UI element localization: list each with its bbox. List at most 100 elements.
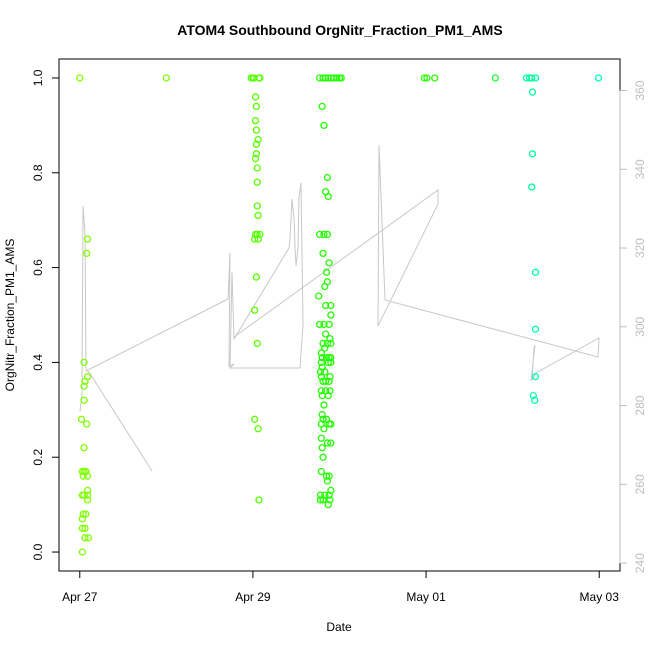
data-point bbox=[324, 74, 332, 82]
data-point bbox=[325, 377, 333, 386]
data-point bbox=[78, 548, 87, 556]
data-point bbox=[319, 339, 327, 348]
data-point bbox=[323, 278, 332, 286]
data-point bbox=[522, 74, 531, 82]
data-point bbox=[80, 358, 88, 367]
data-point bbox=[78, 524, 87, 532]
data-point bbox=[528, 88, 537, 96]
x-tick-label: Apr 29 bbox=[235, 590, 271, 604]
data-point bbox=[531, 325, 540, 333]
data-point bbox=[320, 401, 328, 409]
data-point bbox=[252, 140, 261, 148]
data-point bbox=[423, 74, 431, 82]
data-point bbox=[318, 354, 326, 362]
y-axis-label: OrgNitr_Fraction_PM1_AMS bbox=[3, 239, 17, 392]
data-point bbox=[318, 444, 326, 452]
y-tick-label: 0.4 bbox=[31, 354, 45, 371]
data-point bbox=[253, 164, 261, 172]
data-point bbox=[491, 74, 499, 82]
data-point bbox=[252, 273, 261, 281]
data-point bbox=[326, 387, 334, 395]
data-point bbox=[319, 74, 327, 82]
data-point bbox=[321, 377, 330, 386]
data-point bbox=[323, 173, 332, 182]
data-point bbox=[76, 74, 84, 82]
data-point bbox=[251, 116, 260, 125]
data-point bbox=[83, 420, 91, 428]
data-point bbox=[252, 102, 261, 111]
data-point bbox=[254, 235, 262, 243]
data-point bbox=[431, 74, 439, 82]
data-point bbox=[315, 320, 324, 329]
y-tick-label: 1.0 bbox=[31, 69, 45, 86]
gray-line-series bbox=[79, 144, 600, 472]
data-point bbox=[327, 439, 335, 447]
data-point bbox=[318, 102, 326, 111]
data-point bbox=[324, 500, 332, 509]
data-point bbox=[317, 349, 325, 357]
y-axis: 0.0 0.2 0.4 0.6 0.8 1.0 bbox=[31, 69, 60, 560]
data-point bbox=[82, 510, 90, 518]
y2-tick-label: 240 bbox=[633, 553, 647, 573]
data-point bbox=[251, 415, 259, 423]
data-point bbox=[316, 368, 325, 376]
data-point bbox=[319, 453, 327, 461]
data-point bbox=[251, 154, 260, 163]
data-point bbox=[255, 496, 263, 504]
data-point bbox=[326, 372, 334, 381]
data-point bbox=[254, 425, 262, 433]
data-point bbox=[162, 74, 171, 82]
data-point bbox=[594, 74, 603, 82]
data-point bbox=[317, 434, 325, 442]
data-point bbox=[254, 211, 262, 220]
data-point bbox=[327, 486, 335, 495]
data-point bbox=[528, 74, 536, 82]
data-point bbox=[321, 330, 330, 338]
data-point bbox=[318, 410, 326, 419]
data-point bbox=[82, 467, 90, 476]
data-point bbox=[319, 496, 327, 504]
data-point bbox=[325, 259, 333, 267]
data-point bbox=[321, 74, 330, 82]
y2-tick-label: 340 bbox=[633, 159, 647, 179]
data-point bbox=[81, 524, 89, 532]
data-point bbox=[83, 472, 92, 480]
data-point bbox=[320, 320, 328, 329]
data-point bbox=[317, 358, 325, 367]
data-point bbox=[321, 301, 330, 310]
data-point bbox=[254, 135, 262, 144]
data-point bbox=[253, 202, 261, 210]
data-point bbox=[531, 372, 540, 381]
data-point bbox=[253, 230, 261, 239]
data-point bbox=[531, 396, 539, 404]
data-point bbox=[83, 486, 92, 495]
data-point bbox=[323, 439, 332, 447]
data-point bbox=[531, 74, 540, 82]
y-tick-label: 0.0 bbox=[31, 543, 45, 560]
data-point bbox=[80, 491, 88, 499]
data-point bbox=[253, 178, 261, 186]
y2-tick-label: 260 bbox=[633, 474, 647, 494]
data-point bbox=[315, 292, 323, 300]
data-point bbox=[420, 74, 428, 82]
data-point bbox=[252, 126, 261, 134]
x-tick-label: May 03 bbox=[580, 590, 620, 604]
y2-tick-label: 300 bbox=[633, 316, 647, 336]
data-point bbox=[253, 339, 261, 348]
data-point bbox=[315, 230, 324, 239]
data-point bbox=[251, 306, 259, 314]
data-point bbox=[326, 496, 334, 504]
data-point bbox=[325, 472, 333, 480]
data-point bbox=[81, 534, 89, 542]
data-point bbox=[322, 472, 331, 480]
data-point bbox=[77, 415, 86, 423]
data-point bbox=[78, 515, 87, 523]
right-axis: 240 260 280 300 320 340 360 bbox=[619, 80, 647, 573]
data-point bbox=[256, 74, 264, 82]
data-point bbox=[327, 339, 335, 348]
y2-tick-label: 360 bbox=[633, 80, 647, 100]
data-point bbox=[80, 382, 88, 390]
data-point bbox=[320, 121, 328, 130]
